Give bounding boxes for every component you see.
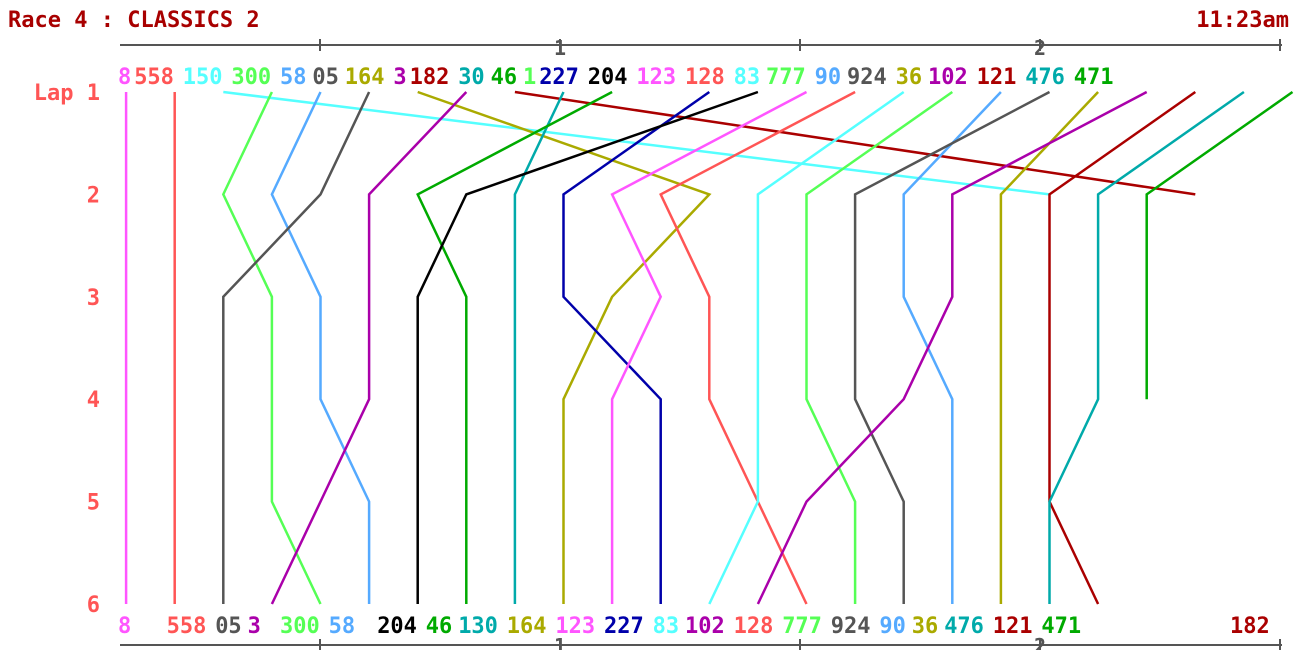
start-order-label: 204	[588, 65, 628, 90]
start-order-label: 150	[183, 65, 223, 90]
lap-label: 6	[87, 593, 100, 618]
start-order-label: 1	[523, 65, 536, 90]
finish-order-label: 128	[734, 614, 774, 639]
finish-order-label: 924	[831, 614, 871, 639]
finish-order-label: 36	[912, 614, 939, 639]
start-order-label: 8	[118, 65, 131, 90]
position-line-car-300	[221, 91, 322, 605]
start-order-label: 90	[815, 65, 842, 90]
lap-label: 2	[87, 183, 100, 208]
position-line-car-102	[756, 90, 1148, 605]
position-line-car-164	[417, 90, 712, 604]
position-line-car-128	[659, 90, 856, 605]
start-order-label: 46	[491, 65, 517, 90]
position-line-car-58	[270, 91, 371, 604]
lap-label: 5	[87, 491, 100, 516]
bottom-axis-tick-label: 2	[1034, 634, 1046, 650]
start-order-label: 121	[977, 65, 1017, 90]
start-order-label: 128	[685, 65, 725, 90]
position-line-car-123	[610, 90, 808, 604]
finish-order-label: 123	[555, 614, 595, 639]
start-order-label: 558	[134, 65, 174, 90]
bottom-axis-tick-label: 1	[554, 634, 566, 650]
clock-time: 11:23am	[1196, 8, 1289, 33]
lap-label: 3	[87, 286, 100, 311]
position-line-car-3	[270, 91, 468, 605]
start-order-label: 924	[847, 65, 887, 90]
position-line-car-924	[853, 90, 1051, 604]
finish-order-label: 300	[280, 614, 320, 639]
race-title: Race 4 : CLASSICS 2	[8, 8, 260, 33]
start-order-label: 30	[458, 65, 485, 90]
start-order-label: 182	[410, 65, 450, 90]
position-line-car-46	[416, 90, 613, 604]
position-line-car-121	[1048, 90, 1197, 605]
start-order-label: 102	[928, 65, 968, 90]
finish-order-label: 164	[507, 614, 547, 639]
finish-order-label: 558	[167, 614, 207, 639]
top-axis-tick-label: 2	[1034, 36, 1046, 60]
start-order-label: 123	[636, 65, 676, 90]
top-axis-tick-label: 1	[554, 36, 566, 60]
finish-order-label: 130	[458, 614, 498, 639]
start-order-label: 83	[734, 65, 761, 90]
start-order-label: 164	[345, 65, 385, 90]
start-order-label: 777	[766, 65, 806, 90]
position-line-car-05	[222, 91, 371, 604]
position-line-car-182	[514, 90, 1196, 196]
finish-order-label: 471	[1041, 614, 1081, 639]
start-order-label: 300	[231, 65, 271, 90]
start-order-label: 227	[539, 65, 579, 90]
finish-order-label: 46	[426, 614, 453, 639]
finish-order-label: 204	[377, 614, 417, 639]
position-line-car-30	[513, 91, 565, 604]
finish-order-label: 227	[604, 614, 644, 639]
lap-label: Lap 1	[34, 81, 100, 106]
position-line-car-36	[999, 91, 1100, 604]
start-order-label: 471	[1074, 65, 1114, 90]
position-line-car-204	[416, 90, 759, 604]
finish-order-label: 3	[248, 614, 261, 639]
position-lines	[124, 90, 1294, 605]
position-line-car-476	[1048, 90, 1245, 604]
position-line-car-777	[805, 90, 954, 604]
finish-order-label: 90	[879, 614, 906, 639]
finish-order-label: 121	[993, 614, 1033, 639]
start-order-label: 36	[896, 65, 923, 90]
finish-order-label: 58	[329, 614, 356, 639]
finish-order-label: 476	[944, 614, 984, 639]
finish-order-label: 8	[118, 614, 131, 639]
finish-order-label: 05	[215, 614, 242, 639]
finish-order-label: 182	[1230, 614, 1270, 639]
start-order-label: 476	[1025, 65, 1065, 90]
lap-label: 4	[87, 388, 100, 413]
start-order-label: 58	[280, 65, 307, 90]
start-order-label: 3	[393, 65, 406, 90]
chart-frame: 1 21 2	[120, 36, 1282, 650]
position-line-car-471	[1145, 90, 1294, 400]
finish-order-label: 102	[685, 614, 725, 639]
finish-order-label: 777	[782, 614, 822, 639]
start-order-label: 05	[312, 65, 339, 90]
position-line-car-90	[902, 91, 1002, 604]
position-line-car-83	[708, 90, 905, 605]
position-line-car-227	[562, 90, 711, 604]
finish-order-label: 83	[653, 614, 680, 639]
